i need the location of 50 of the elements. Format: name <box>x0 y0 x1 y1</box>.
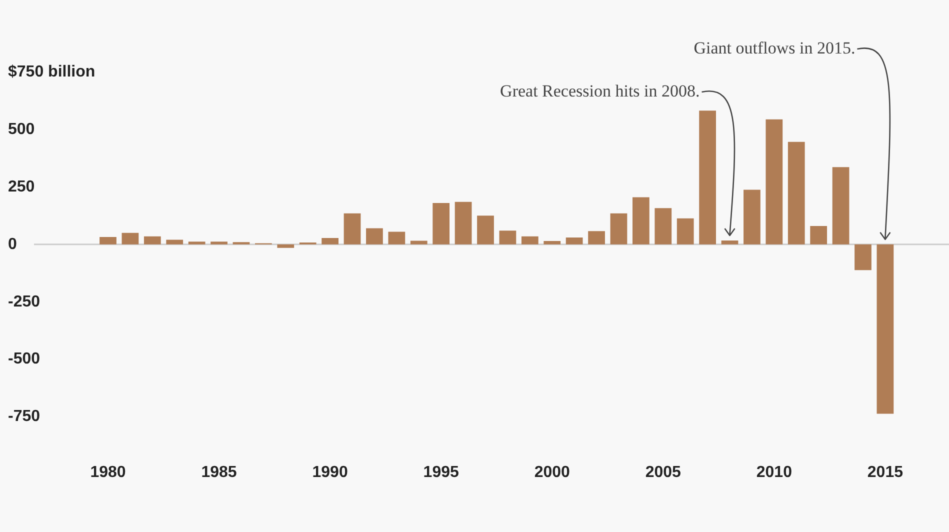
y-tick-label: $750 billion <box>8 63 96 80</box>
bar <box>876 244 894 414</box>
y-tick-label: -500 <box>8 350 40 368</box>
bar <box>699 110 716 244</box>
bar <box>388 232 406 244</box>
bar <box>188 242 206 244</box>
y-tick-label: -250 <box>8 293 40 310</box>
bar <box>144 236 161 244</box>
bar <box>499 230 516 244</box>
x-tick-label: 1985 <box>201 464 237 481</box>
bar <box>322 238 338 244</box>
bar <box>854 244 872 270</box>
x-tick-label: 1980 <box>90 464 126 481</box>
bar <box>100 237 116 244</box>
bar <box>566 238 583 244</box>
bar <box>744 190 760 244</box>
bar <box>122 232 139 244</box>
x-tick-label: 2010 <box>756 464 792 481</box>
bar <box>210 242 228 244</box>
bar <box>344 213 361 244</box>
bar <box>521 236 538 244</box>
bar <box>721 240 738 244</box>
x-tick-label: 2015 <box>867 464 904 481</box>
y-tick-label: -750 <box>8 408 40 426</box>
bar <box>432 203 450 244</box>
bar <box>766 119 783 244</box>
x-tick-label: 2005 <box>645 464 682 481</box>
x-tick-label: 1990 <box>312 464 348 481</box>
bar <box>454 202 472 244</box>
y-tick-label: 250 <box>8 178 35 196</box>
bar <box>477 216 494 244</box>
x-tick-label: 2000 <box>534 464 570 481</box>
bar <box>676 218 694 244</box>
bar <box>410 240 428 244</box>
bar <box>832 167 850 244</box>
bar <box>366 228 383 244</box>
bar <box>277 244 294 248</box>
y-tick-label: 0 <box>8 236 17 253</box>
bar <box>544 240 561 244</box>
annotation: Giant outflows in 2015. <box>694 38 856 58</box>
y-tick-label: 500 <box>8 120 35 138</box>
bar <box>810 226 828 244</box>
bar <box>654 208 672 244</box>
bar <box>166 240 184 244</box>
annotation: Great Recession hits in 2008. <box>500 81 700 100</box>
bar <box>788 142 805 244</box>
bar <box>632 197 650 244</box>
x-tick-label: 1995 <box>423 464 459 481</box>
bar <box>588 231 605 244</box>
bar <box>610 213 628 244</box>
